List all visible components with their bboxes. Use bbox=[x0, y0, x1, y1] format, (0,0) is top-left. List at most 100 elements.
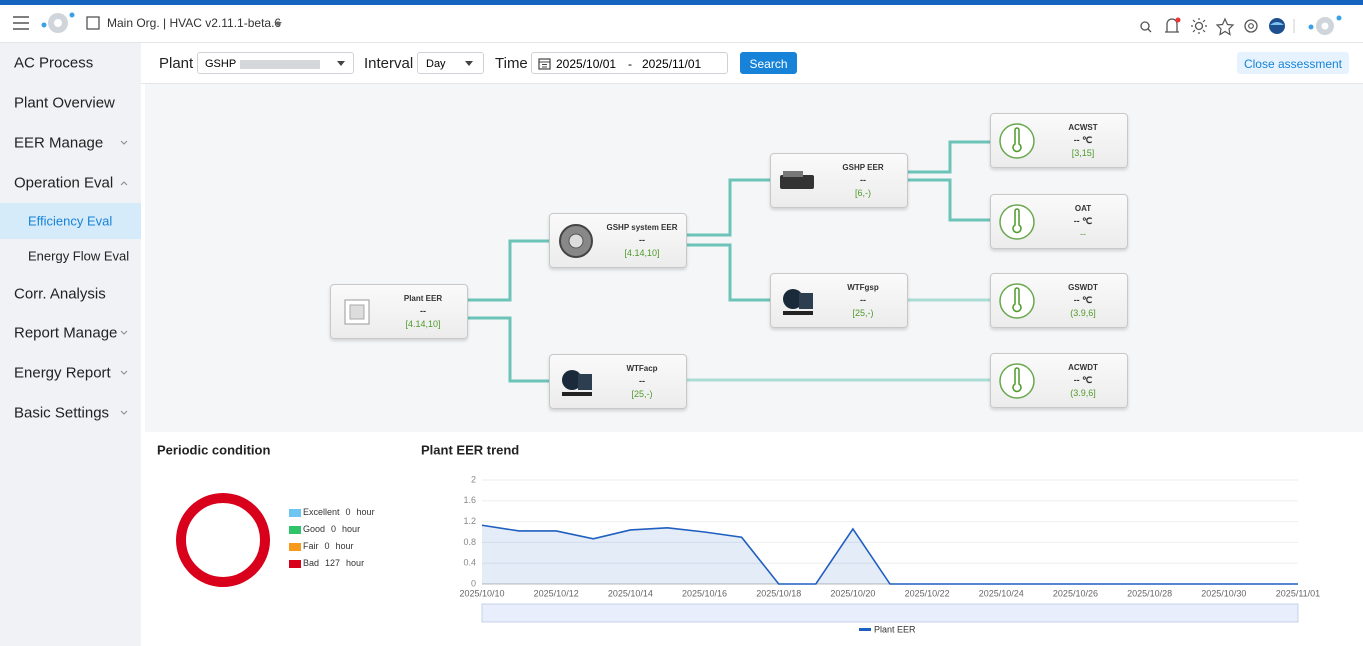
flow-diagram bbox=[145, 84, 1363, 432]
icon-shape bbox=[999, 123, 1035, 159]
node-range: (3.9,6] bbox=[1070, 308, 1096, 318]
header-icons bbox=[1140, 15, 1342, 36]
icon-shape bbox=[780, 175, 814, 189]
nav-chevron bbox=[120, 140, 128, 145]
node-value: -- ℃ bbox=[1073, 135, 1093, 145]
nav-chevron bbox=[120, 330, 128, 335]
interval-label: Interval bbox=[364, 55, 414, 72]
node-icon bbox=[344, 299, 370, 325]
node-value: -- bbox=[420, 306, 426, 316]
node-title: GSHP EER bbox=[842, 163, 884, 172]
search-button[interactable]: Search bbox=[740, 52, 797, 74]
node-range: [25,-) bbox=[631, 389, 653, 399]
icon-shape bbox=[999, 204, 1035, 240]
node-value: -- ℃ bbox=[1073, 375, 1093, 385]
icon-shape bbox=[1012, 287, 1022, 313]
nav-item[interactable]: Efficiency Eval bbox=[28, 213, 113, 229]
icon-shape bbox=[562, 392, 592, 396]
date-separator: - bbox=[628, 57, 632, 71]
node-icon bbox=[780, 171, 814, 189]
interval-select[interactable]: Day bbox=[417, 52, 484, 74]
chevron-path bbox=[120, 370, 128, 375]
node-value: -- bbox=[860, 175, 866, 185]
node-range: -- bbox=[1080, 229, 1086, 239]
logo bbox=[41, 12, 75, 33]
nav-chevron bbox=[120, 410, 128, 415]
node-icon bbox=[999, 204, 1035, 240]
flow-node[interactable]: ACWDT -- ℃ (3.9,6] bbox=[990, 353, 1128, 408]
node-range: [4.14,10] bbox=[405, 319, 441, 329]
plant-label: Plant bbox=[159, 55, 194, 72]
top-bar bbox=[0, 0, 1363, 5]
close-assessment-button[interactable]: Close assessment bbox=[1237, 52, 1349, 74]
flow-node[interactable]: OAT -- ℃ -- bbox=[990, 194, 1128, 249]
trend-panel bbox=[407, 433, 1363, 646]
node-value: -- ℃ bbox=[1073, 295, 1093, 305]
time-label: Time bbox=[495, 55, 528, 72]
node-title: ACWDT bbox=[1068, 363, 1098, 372]
chevron-path bbox=[120, 140, 128, 145]
flow-node[interactable]: WTFgsp -- [25,-) bbox=[770, 273, 908, 328]
dropdown-caret bbox=[274, 22, 282, 26]
icon-shape bbox=[999, 283, 1035, 319]
node-title: GSWDT bbox=[1068, 283, 1098, 292]
date-range[interactable]: 2025/10/01 - 2025/11/01 bbox=[531, 52, 728, 74]
nav-item[interactable]: Operation Eval bbox=[14, 174, 114, 192]
node-title: WTFgsp bbox=[847, 283, 879, 292]
nav-item[interactable]: Basic Settings bbox=[14, 404, 110, 422]
nav-item[interactable]: Report Manage bbox=[14, 324, 118, 342]
node-title: WTFacp bbox=[626, 364, 658, 373]
chevron-path bbox=[120, 410, 128, 415]
plant-select[interactable]: GSHP bbox=[197, 52, 354, 74]
node-icon bbox=[999, 283, 1035, 319]
node-icon bbox=[559, 224, 593, 258]
menu-icon[interactable] bbox=[12, 15, 30, 31]
node-title: GSHP system EER bbox=[606, 223, 678, 232]
flow-node[interactable]: ACWST -- ℃ [3,15] bbox=[990, 113, 1128, 168]
icon-shape bbox=[1012, 127, 1022, 153]
icon-shape bbox=[562, 370, 582, 390]
node-icon bbox=[999, 363, 1035, 399]
sidebar: AC Process Plant Overview EER Manage Operat… bbox=[0, 43, 141, 646]
node-range: [25,-) bbox=[852, 308, 874, 318]
nav-item[interactable]: AC Process bbox=[14, 54, 94, 72]
org-icon bbox=[86, 16, 100, 30]
flow-node[interactable]: GSHP EER -- [6,-) bbox=[770, 153, 908, 208]
node-value: -- ℃ bbox=[1073, 216, 1093, 226]
icon-shape bbox=[799, 293, 813, 309]
nav-chevron bbox=[120, 181, 128, 186]
node-range: [4.14,10] bbox=[624, 248, 660, 258]
node-value: -- bbox=[639, 235, 645, 245]
node-title: ACWST bbox=[1068, 123, 1098, 132]
nav-item[interactable]: Energy Flow Eval bbox=[28, 248, 130, 264]
icon-shape bbox=[1012, 367, 1022, 393]
node-range: (3.9,6] bbox=[1070, 388, 1096, 398]
interval-value: Day bbox=[426, 58, 446, 70]
icon-shape bbox=[349, 304, 365, 320]
toolbar: Plant GSHP Interval Day Time 2025/10/01 … bbox=[141, 43, 1363, 84]
end-date: 2025/11/01 bbox=[642, 57, 702, 71]
nav-item[interactable]: Energy Report bbox=[14, 364, 111, 382]
nav-item[interactable]: EER Manage bbox=[14, 134, 104, 152]
plant-value: GSHP bbox=[205, 58, 237, 70]
header: Main Org. | HVAC v2.11.1-beta.6 bbox=[0, 5, 1363, 43]
icon-shape bbox=[578, 374, 592, 390]
nav-item[interactable]: Corr. Analysis bbox=[14, 285, 106, 303]
flow-node[interactable]: WTFacp -- [25,-) bbox=[549, 354, 687, 409]
flow-node[interactable]: Plant EER -- [4.14,10] bbox=[330, 284, 468, 339]
node-icon bbox=[562, 370, 592, 396]
start-date: 2025/10/01 bbox=[556, 57, 617, 71]
flow-node[interactable]: GSHP system EER -- [4.14,10] bbox=[549, 213, 687, 268]
node-icon bbox=[783, 289, 813, 315]
nav-chevron bbox=[120, 370, 128, 375]
node-title: Plant EER bbox=[403, 294, 443, 303]
chevron-path bbox=[120, 181, 128, 186]
app-title[interactable]: Main Org. | HVAC v2.11.1-beta.6 bbox=[107, 16, 282, 30]
flow-node[interactable]: GSWDT -- ℃ (3.9,6] bbox=[990, 273, 1128, 328]
nav-selected-bg bbox=[0, 203, 141, 239]
icon-shape bbox=[783, 289, 803, 309]
node-title: OAT bbox=[1074, 204, 1092, 213]
nav-item[interactable]: Plant Overview bbox=[14, 94, 115, 112]
icon-shape bbox=[783, 171, 803, 177]
